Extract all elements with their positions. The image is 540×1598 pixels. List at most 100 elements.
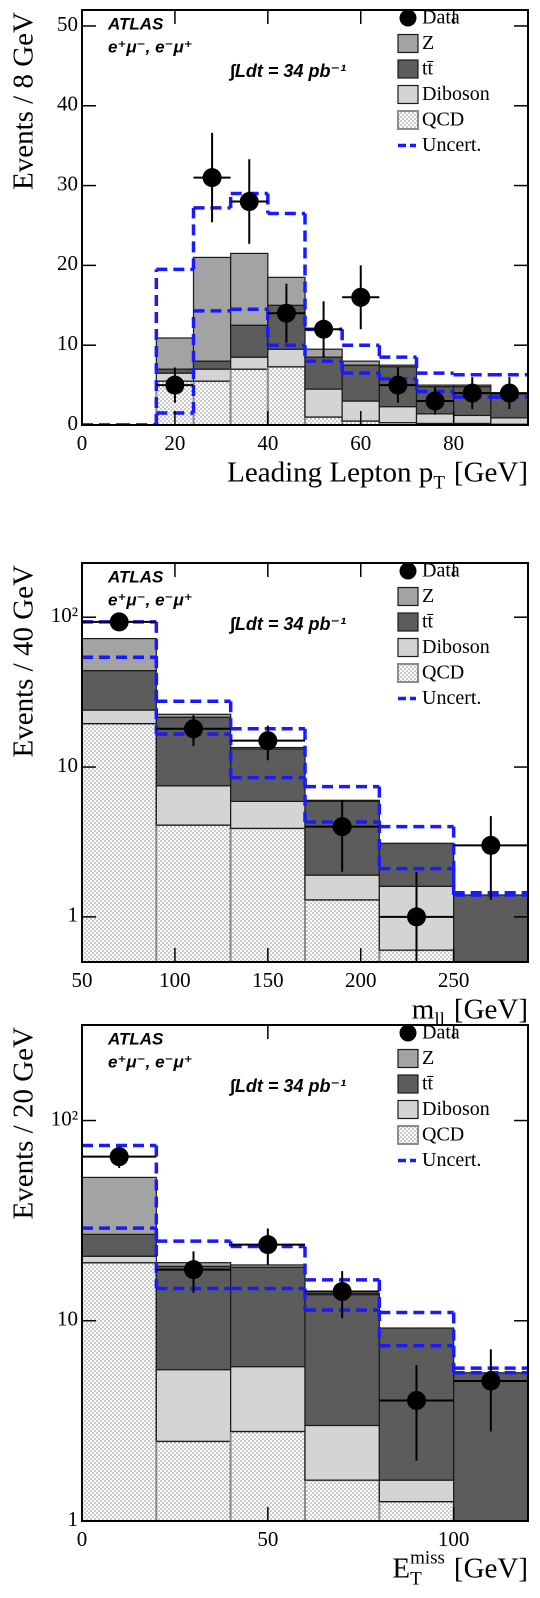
- data-point: [388, 375, 408, 395]
- legend-label: Data: [422, 7, 460, 29]
- legend-marker: [397, 84, 419, 105]
- x-axis-title: miss: [410, 1547, 445, 1568]
- legend-marker: [397, 586, 419, 607]
- frame: [81, 562, 529, 963]
- y-tick-label: 10: [57, 1307, 78, 1331]
- x-tick-label: 20: [164, 431, 185, 455]
- y-tick-label: 1: [68, 1507, 79, 1531]
- y-axis-title: Events / 20 GeV: [8, 1027, 40, 1220]
- legend-marker: [397, 637, 419, 658]
- stack-bar: [341, 364, 380, 402]
- x-axis-title: [GeV]: [454, 457, 528, 489]
- data-point: [499, 383, 519, 403]
- y-tick-label: 30: [57, 171, 78, 195]
- y-tick-label: 0: [68, 411, 79, 435]
- stack-bar: [82, 670, 157, 711]
- stack-bar: [82, 1233, 157, 1257]
- data-point: [314, 319, 334, 339]
- legend-marker: [397, 612, 419, 632]
- legend-marker: [397, 110, 419, 130]
- y-tick-label: 10: [57, 331, 78, 355]
- stack-bar: [230, 1266, 306, 1368]
- legend-label: QCD: [422, 662, 464, 684]
- data-point: [425, 391, 445, 411]
- data-point: [332, 1282, 352, 1302]
- annotation: ∫Ldt = 34 pb⁻¹: [229, 61, 346, 81]
- x-tick-label: 80: [443, 431, 464, 455]
- annotation: ATLAS: [107, 1029, 164, 1048]
- data-point: [184, 1260, 203, 1280]
- stack-bar: [304, 388, 343, 418]
- stack-bar: [192, 360, 232, 370]
- data-point: [481, 835, 501, 855]
- frame: [81, 1024, 529, 1522]
- legend-label: Diboson: [422, 1098, 490, 1120]
- stack-bar: [155, 1369, 232, 1442]
- stack-bar: [304, 874, 380, 901]
- panel: 0 20 40 60 80 0 10 20 30 40 50 Events / 8 GeV Leadin…: [8, 7, 529, 493]
- stack-bar: [304, 898, 381, 962]
- y-tick-label: 20: [57, 251, 78, 275]
- stack-bar: [267, 348, 306, 368]
- x-tick-label: 50: [72, 968, 93, 992]
- stack-bar: [453, 414, 492, 425]
- legend-label: tt̄: [422, 1073, 434, 1095]
- annotation: ∫Ldt = 34 pb⁻¹: [229, 1076, 346, 1096]
- legend-marker: [397, 1099, 419, 1120]
- annotation: e⁺μ⁻, e⁻μ⁺: [108, 37, 193, 56]
- y-axis-title: Events / 8 GeV: [8, 12, 40, 190]
- frame: [81, 9, 529, 426]
- data-point: [202, 168, 222, 188]
- annotation: ∫Ldt = 34 pb⁻¹: [229, 614, 346, 634]
- stack-bar: [341, 360, 380, 366]
- stack-bar: [229, 1430, 307, 1521]
- stack-bar: [230, 252, 269, 326]
- stack-bar: [266, 365, 307, 425]
- legend-marker: [399, 1024, 417, 1042]
- x-tick-label: 0: [77, 1527, 88, 1551]
- stack-bar: [229, 368, 269, 425]
- x-tick-label: 50: [257, 1527, 278, 1551]
- x-axis-title: Leading Lepton p: [227, 457, 433, 489]
- stack-bar: [155, 824, 232, 962]
- legend-label: Uncert.: [422, 1149, 481, 1171]
- data-point: [258, 731, 278, 751]
- legend-label: Uncert.: [422, 687, 481, 709]
- data-point: [258, 1235, 278, 1255]
- legend-marker: [399, 9, 417, 27]
- annotation: ATLAS: [107, 567, 164, 586]
- y-tick-label: 50: [57, 12, 78, 36]
- data-point: [165, 375, 185, 395]
- legend-label: tt̄: [422, 58, 434, 80]
- x-tick-label: 40: [257, 431, 278, 455]
- legend-label: tt̄: [422, 611, 434, 633]
- panel: 50 100 150 200 250 1 10 10² Events / 40 GeV m ll [G…: [8, 560, 529, 1030]
- data-point: [407, 1390, 426, 1410]
- stack-bar: [304, 416, 344, 425]
- annotation: ATLAS: [107, 14, 164, 33]
- x-axis-title: [GeV]: [454, 1553, 528, 1585]
- plot-area: [82, 1143, 528, 1521]
- x-tick-label: 250: [438, 968, 470, 992]
- x-axis-title: T: [433, 472, 445, 493]
- legend-marker: [397, 663, 419, 683]
- stack-bar: [230, 1366, 306, 1433]
- legend-label: QCD: [422, 109, 464, 131]
- stack-bar: [82, 722, 158, 962]
- legend-marker: [397, 59, 419, 79]
- stack-bar: [230, 356, 269, 370]
- x-axis-title: T: [410, 1568, 422, 1589]
- legend-label: Z: [422, 1047, 434, 1069]
- stack-bar: [82, 637, 157, 672]
- data-point: [332, 817, 352, 837]
- legend-label: Z: [422, 585, 434, 607]
- legend-label: Diboson: [422, 636, 490, 658]
- stack-bar: [490, 417, 528, 425]
- plot-area: [82, 132, 528, 425]
- legend-marker: [397, 1048, 419, 1069]
- data-point: [407, 907, 426, 927]
- legend-label: Data: [422, 1022, 460, 1044]
- stack-bar: [415, 413, 455, 425]
